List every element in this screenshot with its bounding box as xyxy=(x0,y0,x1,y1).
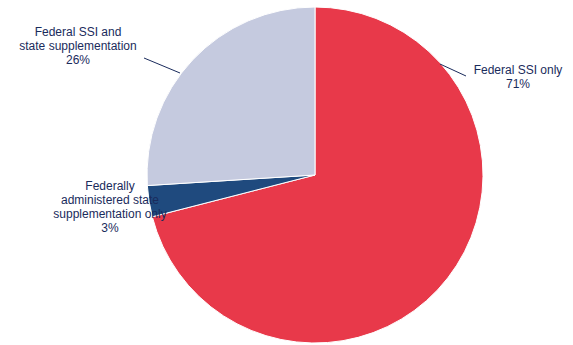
svg-text:Federal SSI only71%: Federal SSI only71% xyxy=(474,63,563,91)
svg-text:Federallyadministered statesup: Federallyadministered statesupplementati… xyxy=(53,179,166,235)
svg-text:Federal SSI andstate supplemen: Federal SSI andstate supplementation26% xyxy=(19,25,136,67)
